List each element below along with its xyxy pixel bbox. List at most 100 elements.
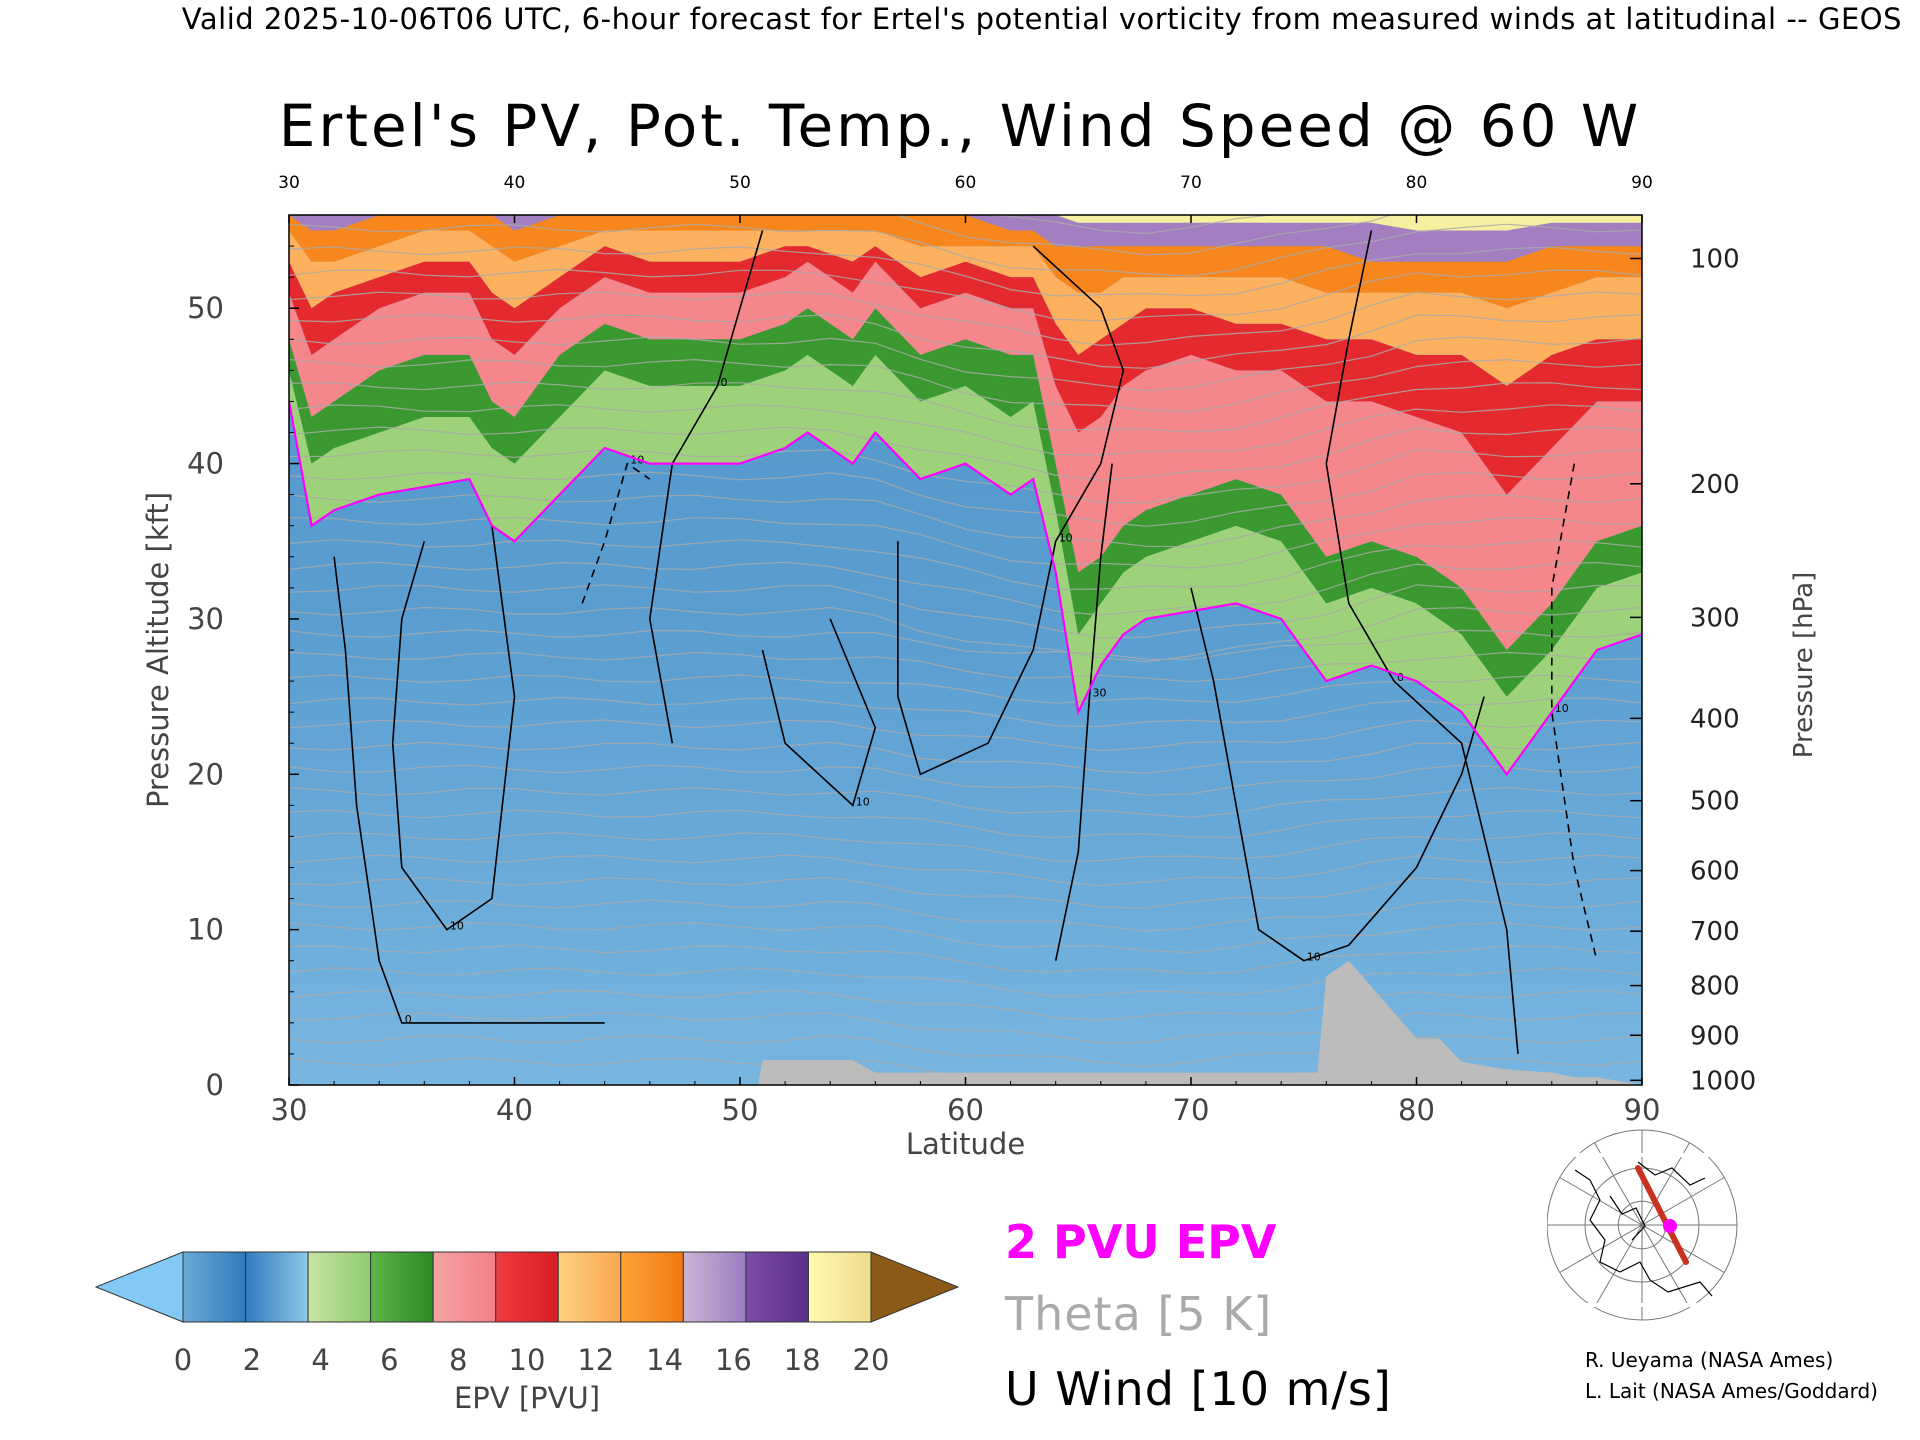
epv-band-16 — [289, 215, 1642, 262]
epv-band-20 — [289, 199, 1642, 215]
theta-line — [289, 449, 1642, 504]
legend-epv: 2 PVU EPV — [1005, 1215, 1277, 1269]
y-tick-label: 0 — [206, 1068, 224, 1102]
colorbar-tick-label: 18 — [784, 1343, 821, 1377]
y-tick-label: 50 — [187, 291, 224, 325]
colorbar-label: EPV [PVU] — [454, 1381, 600, 1415]
colorbar-segment — [370, 1251, 434, 1323]
theta-line — [289, 1034, 1642, 1067]
colorbar-tick-label: 10 — [509, 1343, 546, 1377]
chart-title: Ertel's PV, Pot. Temp., Wind Speed @ 60 … — [278, 92, 1642, 160]
pressure-tick-label: 100 — [1690, 245, 1740, 275]
colorbar-segment — [245, 1251, 309, 1323]
theta-line — [289, 336, 1642, 392]
theta-line — [289, 967, 1642, 998]
x-tick-label-top: 50 — [729, 173, 751, 193]
x-tick-label-top: 70 — [1180, 173, 1202, 193]
u-wind-contour — [1054, 463, 1113, 961]
pressure-tick-label: 1000 — [1690, 1066, 1756, 1096]
colorbar-segment — [745, 1251, 809, 1323]
theta-contours — [289, 215, 1642, 1085]
map-route-line — [1635, 1165, 1689, 1265]
theta-line — [289, 606, 1642, 663]
u-wind-contour — [761, 618, 877, 807]
theta-line — [289, 471, 1642, 527]
theta-line — [289, 426, 1642, 481]
epv-band-18 — [289, 215, 1642, 231]
theta-line — [289, 381, 1642, 433]
theta-line — [289, 561, 1642, 616]
colorbar-tick-label: 8 — [449, 1343, 467, 1377]
epv-band-10 — [289, 246, 1642, 495]
theta-line — [289, 899, 1642, 932]
u-wind-contour — [897, 245, 1125, 776]
y-tick-label: 40 — [187, 447, 224, 481]
theta-line — [289, 629, 1642, 660]
theta-line — [289, 809, 1642, 839]
u-wind-label: 30 — [1093, 687, 1107, 700]
theta-line — [289, 831, 1642, 862]
u-wind-label: 0 — [405, 1013, 412, 1026]
theta-line — [289, 922, 1642, 954]
pressure-tick-label: 200 — [1690, 470, 1740, 500]
polar-map-icon — [1543, 1129, 1742, 1321]
epv-band-12 — [289, 230, 1642, 386]
y2-axis-label: Pressure [hPa] — [1789, 572, 1819, 759]
theta-line — [289, 741, 1642, 774]
colorbar-segment — [495, 1251, 559, 1323]
theta-line — [289, 944, 1642, 975]
theta-line — [289, 764, 1642, 796]
theta-line — [289, 223, 1642, 277]
y-axis-label: Pressure Altitude [kft] — [141, 492, 175, 808]
epv-band-8 — [289, 261, 1642, 650]
colorbar-segment — [307, 1251, 372, 1323]
theta-line — [289, 268, 1642, 322]
u-wind-contour — [391, 525, 516, 931]
map-meridian — [1559, 1177, 1725, 1273]
x-axis-label: Latitude — [906, 1127, 1025, 1161]
colorbar-over — [870, 1251, 960, 1323]
pressure-tick-label: 400 — [1690, 704, 1740, 734]
pressure-tick-label: 700 — [1690, 917, 1740, 947]
x-tick-label: 30 — [271, 1093, 308, 1127]
x-tick-label-top: 40 — [504, 173, 526, 193]
theta-line — [289, 291, 1642, 347]
colorbar-tick-label: 12 — [577, 1343, 614, 1377]
tropopause-2pvu-line — [289, 401, 1642, 777]
u-wind-contour — [1551, 463, 1598, 961]
x-tick-label-top: 90 — [1631, 173, 1653, 193]
theta-line — [289, 651, 1642, 683]
colorbar-tick-label: 6 — [380, 1343, 398, 1377]
x-tick-label-top: 80 — [1406, 173, 1428, 193]
colorbar-segment — [682, 1251, 747, 1323]
theta-line — [289, 584, 1642, 639]
x-tick-label: 40 — [496, 1093, 533, 1127]
theta-line — [289, 494, 1642, 548]
colorbar-segment — [182, 1251, 247, 1323]
pressure-tick-label: 800 — [1690, 972, 1740, 1002]
terrain — [289, 960, 1642, 1085]
colorbar-segment — [620, 1251, 684, 1323]
colorbar-under — [94, 1251, 184, 1323]
theta-line — [289, 786, 1642, 818]
legend-theta: Theta [5 K] — [1005, 1287, 1273, 1341]
epv-band-4 — [289, 354, 1642, 775]
pressure-tick-label: 300 — [1690, 603, 1740, 633]
theta-line — [289, 358, 1642, 413]
theta-line — [289, 1012, 1642, 1044]
u-wind-contour — [581, 462, 651, 604]
u-wind-label: 10 — [450, 920, 464, 933]
u-wind-contour — [1190, 587, 1485, 962]
pressure-tick-label: 500 — [1690, 787, 1740, 817]
theta-line — [289, 313, 1642, 369]
x-tick-label: 80 — [1398, 1093, 1435, 1127]
y-tick-label: 10 — [187, 913, 224, 947]
theta-line — [289, 246, 1642, 297]
u-wind-label: 10 — [856, 795, 870, 808]
credit-line-2: L. Lait (NASA Ames/Goddard) — [1585, 1379, 1878, 1403]
y-tick-label: 30 — [187, 602, 224, 636]
theta-line — [894, 215, 1393, 256]
colorbar-segment — [557, 1251, 622, 1323]
theta-line — [289, 877, 1642, 909]
u-wind-label: 0 — [720, 376, 727, 389]
